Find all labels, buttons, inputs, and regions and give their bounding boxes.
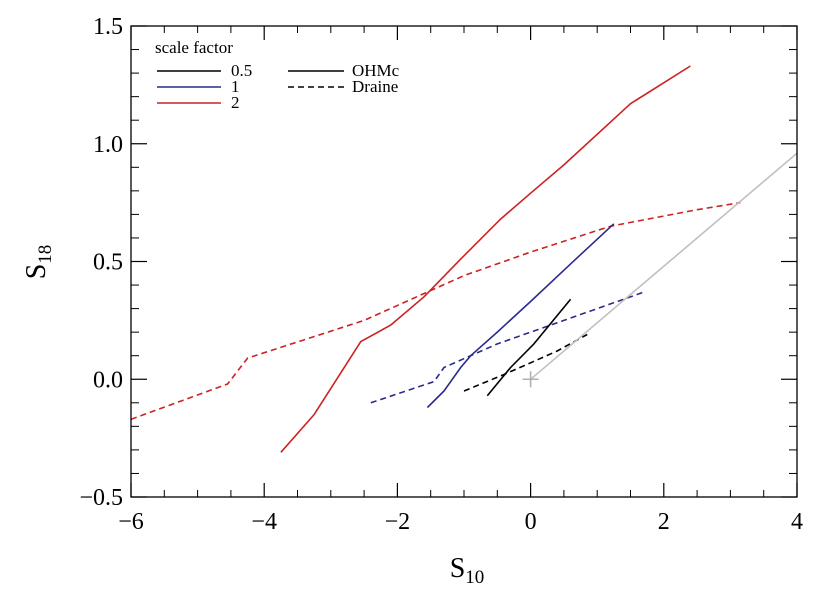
y-tick-label: 0.0 — [93, 367, 123, 393]
plot-area — [131, 65, 797, 453]
x-tick-label: 0 — [525, 509, 537, 535]
legend-label-scale-2: 2 — [231, 93, 240, 112]
x-axis-label: S10 — [450, 553, 485, 588]
x-axis-label-subscript: 10 — [465, 567, 484, 588]
series-line-0 — [280, 65, 691, 453]
x-tick-label: −4 — [251, 509, 277, 535]
y-axis-label-subscript: 18 — [35, 245, 56, 264]
axes: −6 −4 −2 0 2 4 −0.5 0.0 0.5 1.0 1.5 — [79, 14, 803, 535]
x-tick-label: 2 — [658, 509, 670, 535]
legend-label-scale-0: 0.5 — [231, 61, 252, 80]
series-line-2 — [426, 223, 615, 409]
series-line-5 — [463, 333, 588, 392]
x-tick-label: −2 — [385, 509, 411, 535]
y-axis-label: S18 — [21, 245, 56, 280]
series-line-6 — [530, 152, 797, 380]
series-line-3 — [370, 291, 645, 404]
legend-label-scale-1: 1 — [231, 77, 240, 96]
x-tick-label: −6 — [118, 509, 144, 535]
legend-title: scale factor — [155, 38, 233, 57]
y-tick-label: 1.5 — [93, 14, 123, 40]
x-tick-label: 4 — [791, 509, 803, 535]
axis-labels: S10 S18 — [21, 245, 484, 588]
y-tick-label: 0.5 — [93, 250, 123, 276]
series-line-4 — [486, 298, 572, 397]
legend-label-model-1: Draine — [352, 77, 398, 96]
series-line-1 — [131, 201, 741, 421]
y-tick-label: −0.5 — [79, 485, 123, 511]
marker-plus-0 — [522, 371, 539, 388]
legend-label-model-0: OHMc — [352, 61, 400, 80]
y-tick-label: 1.0 — [93, 132, 123, 158]
